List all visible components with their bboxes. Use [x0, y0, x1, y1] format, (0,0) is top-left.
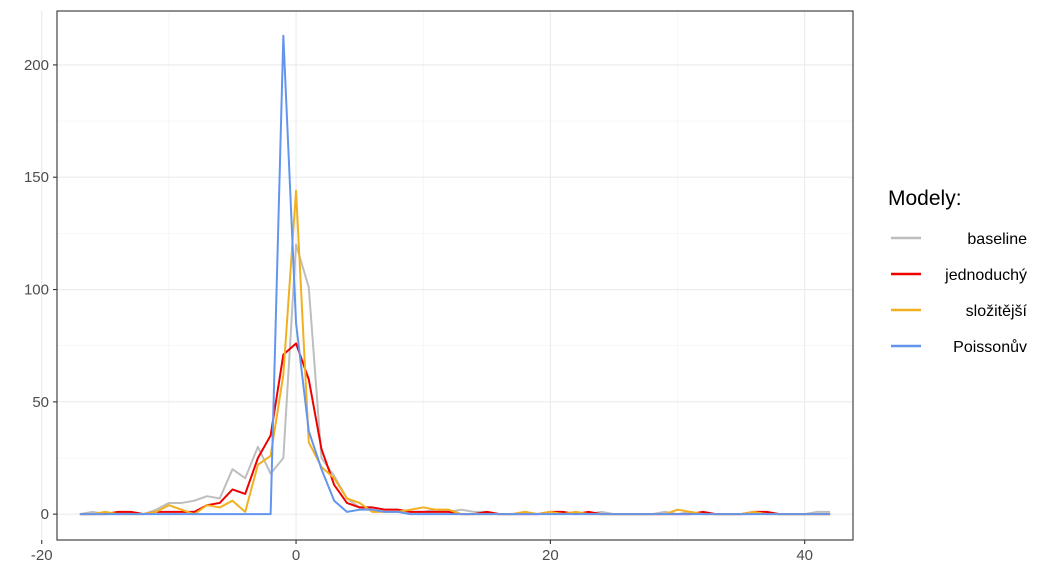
y-tick-label: 150: [24, 169, 49, 186]
y-tick-label: 100: [24, 282, 49, 299]
series-line-3: [79, 34, 831, 516]
legend-label-1: jednoduchý: [944, 267, 1027, 284]
panel-border: [56, 10, 854, 541]
series-line-0: [79, 243, 831, 516]
legend-label-2: složitější: [966, 303, 1028, 320]
series-layer: [79, 34, 831, 516]
series-line-2: [79, 189, 831, 516]
x-tick-label: 40: [796, 547, 813, 564]
y-tick-label: 200: [24, 57, 49, 74]
legend-label-3: Poissonův: [953, 338, 1027, 356]
series-line-1: [79, 342, 831, 516]
legend-label-0: baseline: [967, 231, 1027, 248]
x-axis: -20 0 20 40: [31, 540, 813, 564]
grid-minor: [57, 11, 853, 540]
x-tick-label: 20: [542, 547, 559, 564]
y-tick-label: 0: [41, 506, 49, 523]
x-tick-label: 0: [292, 547, 300, 564]
y-axis: 0 50 100 150 200: [24, 57, 57, 523]
y-tick-label: 50: [32, 394, 49, 411]
grid-major: [41, 11, 853, 540]
x-tick-label: -20: [31, 547, 53, 564]
legend: Modely: baseline jednoduchý složitější Pois…: [888, 187, 1028, 356]
legend-title: Modely:: [888, 187, 962, 210]
